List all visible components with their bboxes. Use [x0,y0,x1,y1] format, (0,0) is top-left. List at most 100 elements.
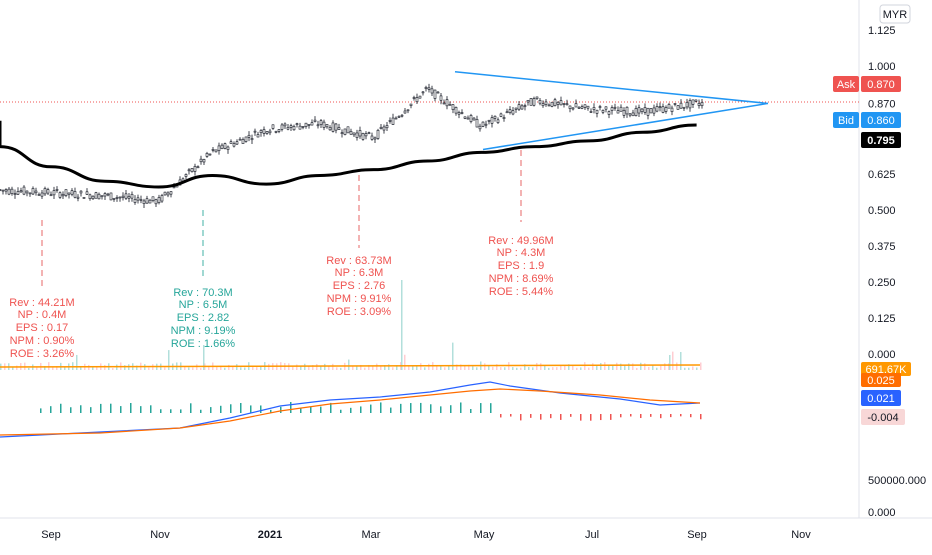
macd-hist-bar [60,403,62,413]
macd-hist-bar [580,414,582,421]
candle-body [583,104,587,108]
volume-bar [388,364,390,370]
candle-body [664,107,668,112]
volume-bar [380,366,382,370]
volume-bar [12,366,14,370]
macd-hist-bar [680,414,682,417]
candle-body [295,123,299,125]
candle-body [370,135,374,140]
candle-body [607,111,611,115]
volume-bar [36,367,38,370]
candle-body [163,191,167,196]
volume-bar [348,359,350,370]
volume-bar [680,352,682,370]
ask-label: Ask [837,79,856,91]
candle-body [229,141,233,144]
volume-bar [620,363,622,370]
candle-body [148,199,152,204]
volume-bar [524,364,526,370]
volume-bar [468,364,470,370]
volume-bar [520,367,522,370]
candle-body [85,191,89,195]
volume-bar [240,367,242,370]
volume-bar [452,342,454,370]
note-2-line-3: EPS : 2.82 [177,312,230,324]
note-1-line-1: Rev : 44.21M [9,297,74,309]
volume-bar [360,364,362,370]
candle-body [121,195,125,198]
volume-bar [203,345,205,370]
macd-hist-bar [400,403,402,413]
macd-line [0,381,701,438]
volume-bar [364,367,366,370]
candle-body [382,126,386,131]
candle-body [268,130,272,134]
volume-bar [244,367,246,370]
volume-bar [228,364,230,370]
moving-average-line [0,120,697,189]
candle-body [364,133,368,137]
candle-body [379,126,383,129]
candle-body [202,159,206,163]
candle-body [334,123,338,131]
volume-bar [656,367,658,370]
candle-body [475,119,479,128]
ask-badge: Ask 0.870 [833,76,901,92]
volume-bar [592,363,594,370]
lower-tick-2: 0.000 [868,507,896,519]
volume-bar [320,366,322,370]
note-1-line-5: ROE : 3.26% [10,348,74,360]
note-3-line-3: EPS : 2.76 [333,280,386,292]
macd-hist-bar [530,414,532,418]
candle-body [388,120,392,122]
volume-bar [600,363,602,370]
volume-bar [644,363,646,370]
volume-bar [64,366,66,370]
candle-body [562,103,566,105]
macd-hist-bar [420,402,422,413]
volume-bar [636,367,638,370]
price-tick-label: 1.125 [868,25,896,37]
macd-hist-bar [180,409,182,413]
volume-bar [676,362,678,370]
macd-top-badge: 0.025 [861,373,901,387]
upper-trendline[interactable] [454,71,769,105]
volume-bar [500,367,502,370]
candle-body [508,109,512,113]
candle-body [694,99,698,102]
note-1-line-3: EPS : 0.17 [16,322,69,334]
note-1-line-4: NPM : 0.90% [10,335,75,347]
candle-body [481,121,485,127]
macd-hist-bar [220,405,222,413]
macd-hist-bar [670,414,672,418]
candle-body [124,193,128,199]
macd-hist-bar [160,409,162,413]
volume-bar [356,365,358,370]
macd-hist-bar [700,414,702,420]
candle-body [43,188,47,195]
candle-body [31,188,35,195]
volume-bar [324,363,326,370]
candle-body [328,127,332,131]
candle-body [79,190,83,194]
lower-trendline[interactable] [482,102,769,151]
volume-bar [496,364,498,370]
candle-body [628,113,632,116]
bid-badge: Bid 0.860 [833,112,901,128]
macd-hist-bar [150,405,152,413]
volume-bar [540,363,542,370]
candle-body [424,86,428,89]
candle-body [289,125,293,128]
volume-bar [568,364,570,370]
candle-body [52,190,56,196]
candle-body [529,98,533,106]
candle-body [355,132,359,138]
candle-body [427,87,431,90]
macd-hist-bar [650,414,652,417]
candle-body [13,193,17,195]
candle-body [88,194,92,199]
volume-bar [401,280,403,370]
currency-badge[interactable] [879,4,911,24]
